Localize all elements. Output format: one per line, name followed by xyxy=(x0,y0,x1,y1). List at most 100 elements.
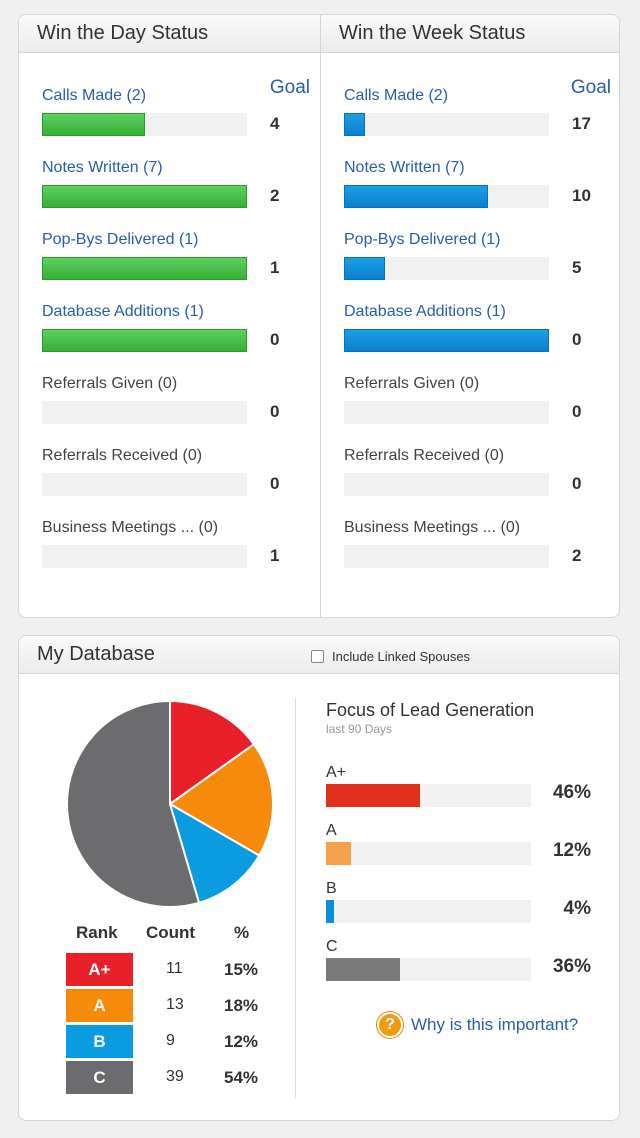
day-goal-value: 1 xyxy=(270,546,280,565)
week-progress-track xyxy=(344,401,549,424)
day-metric-label[interactable]: Calls Made (2) xyxy=(42,87,147,104)
include-spouses-label[interactable]: Include Linked Spouses xyxy=(332,649,471,664)
day-metric-label[interactable]: Database Additions (1) xyxy=(42,303,204,320)
day-progress-fill xyxy=(42,185,247,208)
status-panel: Win the Day Status Goal Calls Made (2) 4 N… xyxy=(18,14,620,618)
day-metric-label: Referrals Given (0) xyxy=(42,375,178,392)
week-progress-track xyxy=(344,257,549,280)
column-divider xyxy=(295,698,296,1098)
day-metric-label: Referrals Received (0) xyxy=(42,447,203,464)
rank-row: B 9 12% xyxy=(66,1025,296,1058)
focus-row: A 12% xyxy=(326,822,606,872)
rank-row: C 39 54% xyxy=(66,1061,296,1094)
day-metric-row: Notes Written (7) 2 xyxy=(42,159,312,231)
focus-rank-label: B xyxy=(326,880,337,897)
focus-rank-label: C xyxy=(326,938,338,955)
week-progress-fill xyxy=(344,185,488,208)
week-goal-value: 10 xyxy=(572,186,591,205)
day-goal-value: 2 xyxy=(270,186,280,205)
day-metric-label[interactable]: Pop-Bys Delivered (1) xyxy=(42,231,199,248)
rank-percent: 54% xyxy=(224,1068,259,1087)
week-progress-track xyxy=(344,473,549,496)
pie-slice-a-plus xyxy=(169,699,256,806)
rank-pie-chart xyxy=(66,699,274,908)
week-progress-fill xyxy=(344,329,549,352)
focus-subtitle: last 90 Days xyxy=(326,722,393,736)
week-goal-value: 2 xyxy=(572,546,582,565)
include-spouses-checkbox[interactable] xyxy=(311,650,324,663)
day-metric-row: Database Additions (1) 0 xyxy=(42,303,312,375)
focus-rank-label: A xyxy=(326,822,337,839)
week-goal-value: 0 xyxy=(572,330,582,349)
percent-header: % xyxy=(234,923,250,942)
focus-bar-fill xyxy=(326,842,351,865)
rank-badge: B xyxy=(66,1025,133,1058)
day-goal-value: 0 xyxy=(270,330,280,349)
day-progress-track xyxy=(42,401,247,424)
focus-rank-label: A+ xyxy=(326,764,347,781)
rank-percent: 12% xyxy=(224,1032,259,1051)
week-metric-label[interactable]: Calls Made (2) xyxy=(344,87,449,104)
week-goal-value: 17 xyxy=(572,114,591,133)
question-icon[interactable]: ? xyxy=(377,1012,403,1038)
week-metric-label: Referrals Received (0) xyxy=(344,447,505,464)
week-metric-row: Business Meetings ... (0) 2 xyxy=(344,519,614,591)
week-progress-track xyxy=(344,545,549,568)
week-progress-fill xyxy=(344,113,365,136)
day-progress-track xyxy=(42,473,247,496)
pie-slice-a xyxy=(168,742,274,857)
day-progress-track xyxy=(42,545,247,568)
rank-count: 9 xyxy=(166,1032,175,1049)
week-goal-header: Goal xyxy=(570,77,611,98)
focus-row: A+ 46% xyxy=(326,764,606,814)
week-metric-row: Referrals Received (0) 0 xyxy=(344,447,614,519)
pie-slice-c xyxy=(66,699,201,908)
focus-row: B 4% xyxy=(326,880,606,930)
day-metric-row: Referrals Given (0) 0 xyxy=(42,375,312,447)
day-progress-track xyxy=(42,185,247,208)
day-metric-row: Calls Made (2) 4 xyxy=(42,87,312,159)
week-status-title: Win the Week Status xyxy=(321,15,619,53)
day-status-title: Win the Day Status xyxy=(19,15,320,53)
count-header: Count xyxy=(146,923,196,942)
week-metric-row: Calls Made (2) 17 xyxy=(344,87,614,159)
focus-bar-fill xyxy=(326,900,335,923)
focus-percent: 12% xyxy=(552,840,591,861)
day-goal-value: 0 xyxy=(270,402,280,421)
day-metric-label[interactable]: Notes Written (7) xyxy=(42,159,163,176)
week-metric-row: Notes Written (7) 10 xyxy=(344,159,614,231)
day-progress-track xyxy=(42,329,247,352)
rank-count: 39 xyxy=(166,1068,184,1085)
day-status-column: Win the Day Status Goal Calls Made (2) 4 N… xyxy=(19,15,320,617)
day-progress-track xyxy=(42,257,247,280)
focus-bar-track xyxy=(326,900,531,923)
focus-percent: 46% xyxy=(552,782,591,803)
week-metric-row: Referrals Given (0) 0 xyxy=(344,375,614,447)
week-progress-track xyxy=(344,185,549,208)
week-metric-label[interactable]: Notes Written (7) xyxy=(344,159,465,176)
focus-bar-fill xyxy=(326,784,421,807)
focus-percent: 36% xyxy=(552,956,591,977)
week-goal-value: 0 xyxy=(572,474,582,493)
day-progress-track xyxy=(42,113,247,136)
week-progress-track xyxy=(344,329,549,352)
week-progress-fill xyxy=(344,257,385,280)
rank-header: Rank xyxy=(76,923,118,942)
day-progress-fill xyxy=(42,113,145,136)
rank-count: 13 xyxy=(166,996,184,1013)
why-important-link[interactable]: ? Why is this important? xyxy=(377,1012,578,1038)
day-metric-label: Business Meetings ... (0) xyxy=(42,519,219,536)
week-metric-row: Pop-Bys Delivered (1) 5 xyxy=(344,231,614,303)
day-metric-row: Business Meetings ... (0) 1 xyxy=(42,519,312,591)
focus-bar-track xyxy=(326,784,531,807)
day-goal-value: 0 xyxy=(270,474,280,493)
week-metric-label[interactable]: Database Additions (1) xyxy=(344,303,506,320)
rank-badge: A+ xyxy=(66,953,133,986)
rank-row: A 13 18% xyxy=(66,989,296,1022)
week-metric-label[interactable]: Pop-Bys Delivered (1) xyxy=(344,231,501,248)
week-progress-track xyxy=(344,113,549,136)
rank-percent: 18% xyxy=(224,996,259,1015)
why-important-label[interactable]: Why is this important? xyxy=(411,1015,579,1034)
week-metric-label: Referrals Given (0) xyxy=(344,375,480,392)
day-goal-value: 4 xyxy=(270,114,280,133)
